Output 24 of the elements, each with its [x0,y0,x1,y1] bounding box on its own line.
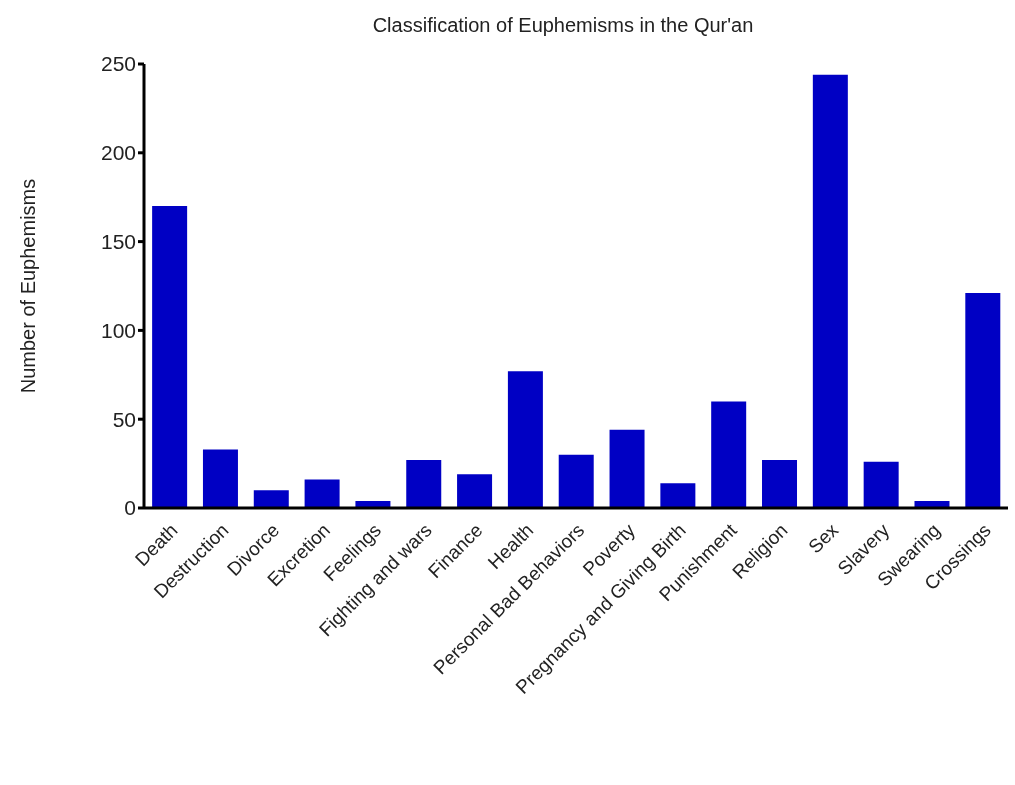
x-tick-label: Sex [804,519,843,558]
y-axis-title: Number of Euphemisms [17,178,40,394]
bar [202,449,238,508]
bar [965,293,1001,508]
bar [253,490,289,508]
chart-title: Classification of Euphemisms in the Qur'an [371,13,755,38]
bar [762,460,798,508]
bar [507,371,543,508]
bar [812,74,848,508]
y-tick-label: 50 [112,407,136,431]
bar [711,401,747,508]
bar [406,460,442,508]
bar [558,454,594,508]
y-tick-label: 0 [124,496,136,520]
bar [609,429,645,508]
y-tick-label: 150 [100,230,136,254]
bar [660,483,696,508]
bar [457,474,493,508]
bar [863,461,899,508]
y-tick-label: 100 [100,318,136,342]
y-tick-label: 250 [100,52,136,76]
y-tick-label: 200 [100,141,136,165]
bar [152,206,188,508]
bar [304,479,340,508]
